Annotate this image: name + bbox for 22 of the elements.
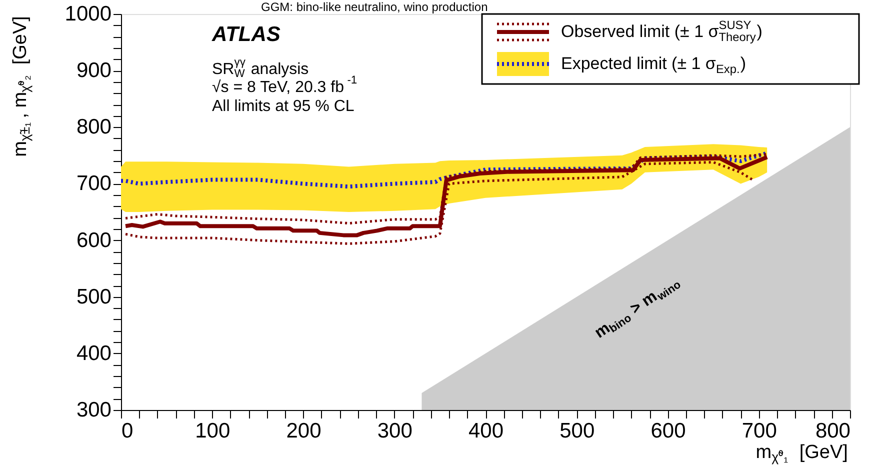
annotation: mbino > mwino [592, 278, 684, 342]
y-axis-title: mχ̃±₁, mχ̃⁰₂ [GeV] [10, 16, 33, 157]
y-tick-label: 300 [76, 398, 112, 422]
y-tick-label: 800 [76, 116, 112, 139]
y-tick-label: 500 [76, 285, 112, 308]
annotation: All limits at 95 % CL [212, 98, 354, 115]
y-tick-label: 1000 [64, 2, 112, 26]
y-tick-label: 700 [76, 172, 112, 196]
x-tick-label: 600 [650, 420, 686, 442]
x-tick-label: 800 [815, 420, 850, 442]
x-tick-label: 400 [468, 420, 504, 442]
x-tick-label: 500 [560, 420, 595, 442]
x-tick-label: 700 [742, 420, 777, 442]
y-tick-label: 600 [76, 228, 112, 252]
x-tick-label: 0 [122, 420, 134, 442]
y-tick-label: 900 [76, 59, 112, 82]
x-tick-label: 300 [377, 420, 412, 442]
chart-title: GGM: bino-like neutralino, wino production [261, 0, 488, 14]
x-tick-label: 200 [286, 420, 322, 442]
y-tick-label: 400 [76, 342, 112, 365]
x-tick-label: 100 [195, 420, 230, 442]
annotation: ATLAS [211, 23, 280, 46]
